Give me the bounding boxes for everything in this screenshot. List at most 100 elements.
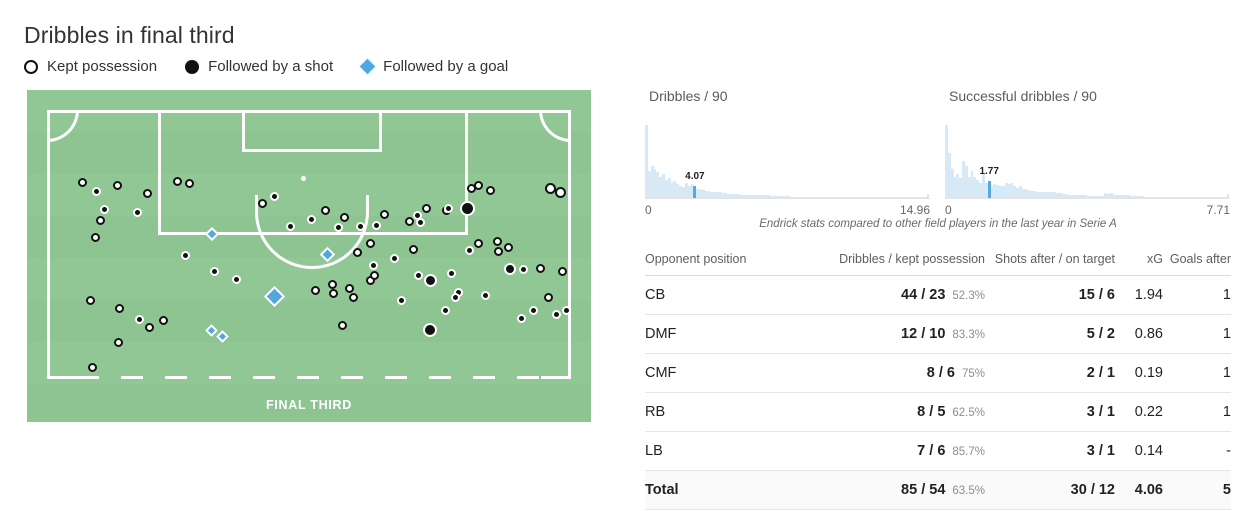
histogram-bar <box>1061 193 1065 199</box>
dribble-marker-circle-filled <box>355 221 365 231</box>
histogram-bar <box>1121 195 1125 199</box>
histogram-bar <box>718 192 722 199</box>
histogram-bar <box>1135 196 1139 199</box>
histogram-bar <box>767 195 771 199</box>
histogram-bar <box>1138 196 1142 199</box>
dribble-marker-circle-open <box>352 247 362 257</box>
cell-goals-after: 1 <box>1163 275 1231 315</box>
dribble-marker-circle-open <box>492 236 502 246</box>
table-row: RB 8 / 5 62.5% 3 / 1 0.22 1 <box>645 392 1231 432</box>
stats-table: Opponent position Dribbles / kept posses… <box>645 252 1231 510</box>
cell-opponent-position: Total <box>645 470 795 510</box>
legend-item-followed-by-goal: Followed by a goal <box>358 57 508 76</box>
dribble-marker-circle-open <box>408 244 418 254</box>
dribble-marker-circle-open <box>421 203 431 213</box>
histogram-bar <box>1181 196 1184 199</box>
histogram-bar <box>1072 194 1076 199</box>
histogram-bar <box>730 193 734 199</box>
histogram-bar <box>1047 192 1051 199</box>
histogram-bar <box>650 166 654 199</box>
histogram-bar <box>1146 196 1150 199</box>
histogram-bar <box>701 190 705 199</box>
cell-dribbles-percent: 83.3% <box>952 329 985 341</box>
histogram-bar <box>792 196 796 199</box>
histogram-bar <box>1226 193 1230 199</box>
dribble-marker-circle-filled <box>423 323 437 337</box>
histogram-bar <box>973 176 977 199</box>
dribble-marker-circle-open <box>113 337 123 347</box>
cell-goals-after: 1 <box>1163 392 1231 432</box>
histogram-bar <box>1030 190 1034 199</box>
histogram-bar <box>1109 193 1113 199</box>
cell-xg: 0.86 <box>1115 314 1163 354</box>
histogram-bar <box>684 182 688 199</box>
histogram-bar <box>670 182 674 199</box>
corner-arc-right <box>539 110 571 142</box>
histogram-bar <box>1155 196 1159 199</box>
dribble-marker-circle-open <box>379 209 389 219</box>
cell-dribbles-percent: 52.3% <box>952 290 985 302</box>
histogram-bar <box>1038 191 1042 199</box>
histogram-bar <box>967 176 971 199</box>
histogram-bar <box>662 173 665 199</box>
histogram-bar <box>1161 196 1164 199</box>
dribble-marker-circle-open <box>85 295 95 305</box>
cell-goals-after: 1 <box>1163 314 1231 354</box>
histogram-bar <box>1098 196 1102 199</box>
histogram-successful-dribbles-per-90: Successful dribbles / 90 1.77 0 7.71 <box>945 88 1230 217</box>
histogram-bar <box>1084 195 1088 199</box>
histogram-bar <box>1141 196 1145 199</box>
dribble-marker-circle-open <box>90 232 100 242</box>
histogram-bar <box>1064 193 1068 199</box>
histogram-bar <box>1090 196 1093 199</box>
histogram-bar <box>1075 195 1079 199</box>
dribble-marker-circle-filled <box>516 313 526 323</box>
histogram-bar <box>704 190 708 199</box>
histogram-bar <box>1021 188 1025 199</box>
dribble-marker-circle-open <box>544 182 556 194</box>
dribble-marker-circle-filled <box>413 270 423 280</box>
histogram-bar <box>1033 190 1036 199</box>
histogram-bar <box>664 179 668 199</box>
histogram-bar <box>964 166 968 199</box>
dribble-marker-circle-open <box>535 263 545 273</box>
pitch-sideline-right <box>568 110 571 379</box>
legend-label: Kept possession <box>47 58 158 75</box>
histogram-bar <box>733 193 736 199</box>
table-row: DMF 12 / 10 83.3% 5 / 2 0.86 1 <box>645 314 1231 354</box>
histogram-bar <box>984 182 988 199</box>
penalty-spot <box>301 176 306 181</box>
histogram-bar <box>1027 190 1031 199</box>
histogram-bar <box>812 196 816 199</box>
column-header-shots: Shots after / on target <box>985 252 1115 276</box>
histogram-bar <box>1058 193 1062 199</box>
histogram-bar <box>990 185 994 199</box>
cell-dribbles-value: 85 / 54 <box>901 482 946 498</box>
histogram-bar <box>764 195 768 199</box>
dribble-marker-circle-filled <box>132 207 142 217</box>
legend-label: Followed by a shot <box>208 58 334 75</box>
dribble-marker-circle-open <box>77 177 87 187</box>
histogram-ticks: 0 7.71 <box>945 203 1230 217</box>
histogram-bar <box>653 169 657 199</box>
histogram-ticks: 0 14.96 <box>645 203 930 217</box>
dribble-marker-circle-filled <box>368 260 378 270</box>
histogram-bar <box>1124 195 1127 199</box>
histogram-bar <box>959 178 963 199</box>
cell-dribbles-percent: 62.5% <box>952 407 985 419</box>
cell-opponent-position: DMF <box>645 314 795 354</box>
cell-dribbles: 85 / 54 63.5% <box>795 470 985 510</box>
dribble-marker-circle-open <box>257 198 267 208</box>
dribble-marker-circle-open <box>369 270 379 280</box>
histogram-caption: Endrick stats compared to other field pl… <box>759 218 1117 230</box>
histogram-bar <box>1004 182 1008 199</box>
histogram-bar <box>727 193 731 199</box>
dribble-marker-circle-open <box>320 205 330 215</box>
histogram-bar <box>1055 193 1059 199</box>
histogram-bar <box>1101 196 1105 199</box>
histogram-bar <box>926 193 930 199</box>
dribble-marker-circle-filled <box>231 274 241 284</box>
histogram-bar <box>647 170 651 199</box>
cell-dribbles: 8 / 5 62.5% <box>795 392 985 432</box>
